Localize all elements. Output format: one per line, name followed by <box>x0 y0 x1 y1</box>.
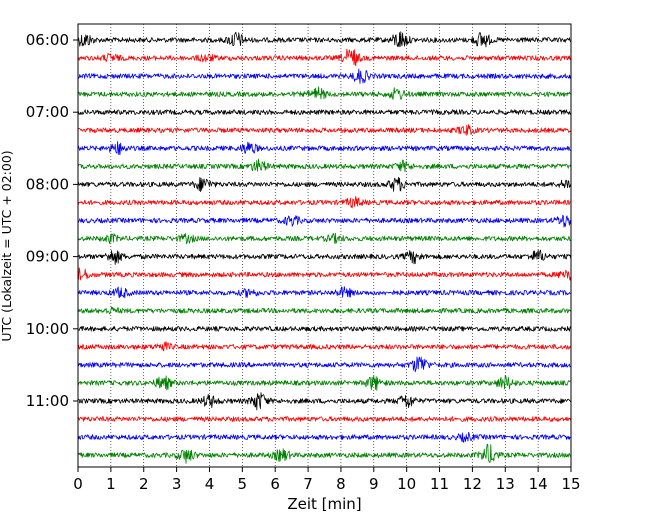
y-axis-ticks: 06:00 07:00 08:00 09:00 10:00 11:00 <box>26 31 78 410</box>
y-tick-label: 11:00 <box>26 392 69 410</box>
trace-0845 <box>77 232 571 245</box>
y-tick-label: 06:00 <box>26 31 69 49</box>
x-tick-label: 12 <box>463 475 482 493</box>
trace-0745 <box>77 158 571 173</box>
x-tick-label: 1 <box>106 475 116 493</box>
x-tick-label: 8 <box>336 475 346 493</box>
x-axis-title: Zeit [min] <box>287 495 361 513</box>
trace-0930 <box>77 286 571 299</box>
trace-0815 <box>77 195 571 209</box>
x-tick-label: 9 <box>369 475 379 493</box>
trace-0715 <box>77 124 571 136</box>
trace-1045 <box>77 374 571 391</box>
trace-0915 <box>77 267 571 281</box>
y-tick-label: 09:00 <box>26 248 69 266</box>
y-tick-label: 08:00 <box>26 175 69 193</box>
y-tick-label: 07:00 <box>26 103 69 121</box>
trace-1130 <box>77 431 571 443</box>
vertical-grid <box>110 24 539 467</box>
trace-0645 <box>77 86 571 100</box>
trace-1030 <box>77 356 571 373</box>
trace-1100 <box>77 392 571 411</box>
plot-frame <box>77 23 572 468</box>
x-axis-ticks: 0 1 2 3 4 5 6 7 8 9 10 11 12 13 14 15 <box>73 467 581 493</box>
trace-0730 <box>77 141 571 156</box>
trace-0600 <box>77 31 571 48</box>
x-tick-label: 4 <box>205 475 215 493</box>
y-tick-label: 10:00 <box>26 320 69 338</box>
trace-1145 <box>77 443 571 464</box>
trace-0700 <box>77 109 571 115</box>
x-tick-label: 3 <box>172 475 182 493</box>
trace-1015 <box>77 341 571 352</box>
x-tick-label: 14 <box>529 475 548 493</box>
trace-0800 <box>77 177 571 193</box>
x-tick-label: 11 <box>430 475 449 493</box>
trace-0615 <box>77 48 571 67</box>
x-tick-label: 10 <box>397 475 416 493</box>
y-axis-title: UTC (Lokalzeit = UTC + 02:00) <box>0 150 14 341</box>
x-tick-label: 0 <box>73 475 83 493</box>
trace-0830 <box>77 214 571 228</box>
trace-1115 <box>77 416 571 422</box>
trace-1000 <box>77 326 571 332</box>
trace-0630 <box>77 68 571 84</box>
trace-0945 <box>77 306 571 315</box>
x-tick-label: 7 <box>303 475 313 493</box>
trace-0900 <box>78 249 571 265</box>
x-tick-label: 6 <box>270 475 280 493</box>
traces <box>77 31 571 464</box>
x-tick-label: 15 <box>561 475 580 493</box>
x-tick-label: 2 <box>139 475 149 493</box>
x-tick-label: 5 <box>238 475 248 493</box>
x-tick-label: 13 <box>496 475 515 493</box>
